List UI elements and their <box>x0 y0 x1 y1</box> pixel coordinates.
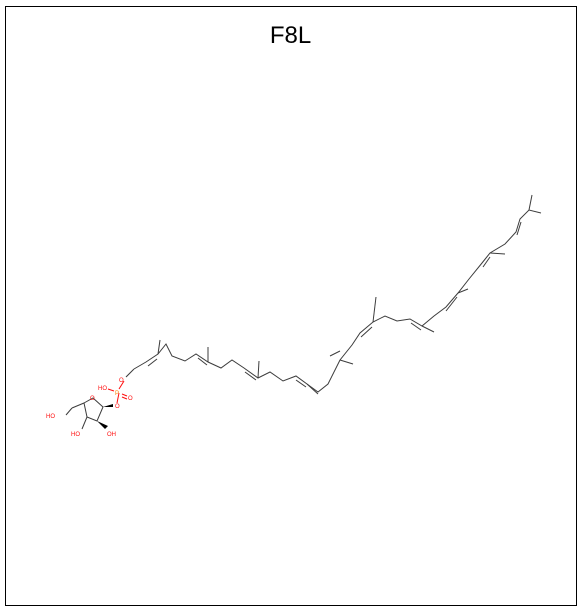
double-bond <box>197 357 208 366</box>
double-bond <box>329 350 341 357</box>
methyl-branch <box>157 339 161 355</box>
double-bond <box>360 326 373 338</box>
bond-p-double-o <box>121 393 128 397</box>
double-bond <box>410 322 422 331</box>
wedge-bond <box>103 404 113 407</box>
bond <box>125 368 135 378</box>
molecule-title: F8L <box>269 22 312 49</box>
methyl-branch <box>489 252 506 255</box>
ribose-ring <box>83 397 104 422</box>
bond <box>81 416 88 430</box>
atom-label-ho: HO <box>71 432 80 438</box>
structure-diagram: O HO P O O O HO HO OH <box>46 194 542 438</box>
methyl-branch <box>339 359 354 365</box>
atom-label-o: O <box>90 396 95 402</box>
bond <box>71 402 85 409</box>
double-bond <box>147 358 158 367</box>
bond-layer <box>65 194 542 430</box>
atom-label-o: O <box>128 396 133 402</box>
isoprenoid-chain <box>133 209 542 393</box>
atom-label-ho: HO <box>46 414 55 420</box>
methyl-branch <box>457 288 469 294</box>
methyl-branch <box>421 325 435 333</box>
atom-label-o: O <box>119 378 124 384</box>
double-bond <box>516 221 522 236</box>
double-bond <box>445 296 458 312</box>
methyl-branch <box>257 360 260 379</box>
atom-label-layer: O HO P O O O HO HO OH <box>46 378 133 438</box>
wedge-bond <box>97 421 108 429</box>
bond <box>65 407 73 416</box>
atom-label-ho: HO <box>98 386 107 392</box>
atom-label-p: P <box>115 391 119 397</box>
viewer-frame <box>5 6 577 606</box>
bond-p-double-o <box>121 396 128 400</box>
methyl-branch <box>306 383 319 395</box>
atom-label-oh: OH <box>107 432 116 438</box>
double-bond <box>482 256 491 268</box>
bond-o-p <box>118 380 125 390</box>
double-bond <box>295 379 307 388</box>
atom-label-o: O <box>115 404 120 410</box>
double-bond <box>244 371 257 381</box>
methyl-branch <box>528 194 533 211</box>
bond-p-o <box>116 392 120 404</box>
bond-p-oh <box>107 388 115 392</box>
methyl-branch <box>372 296 377 323</box>
